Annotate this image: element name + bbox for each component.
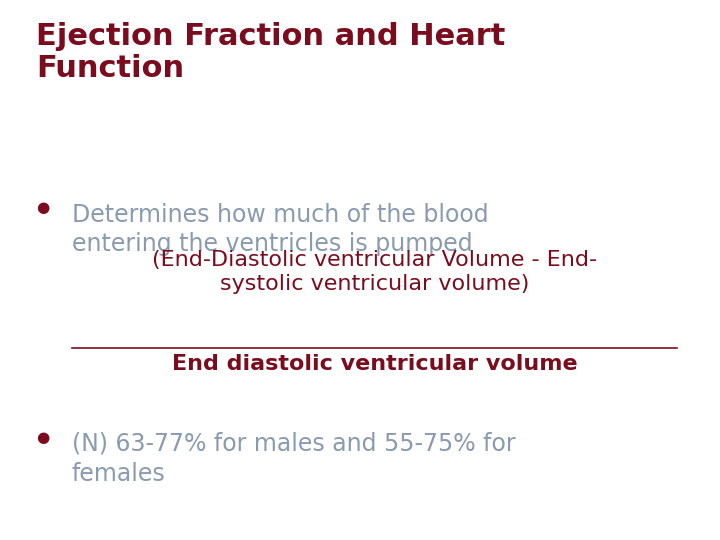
Text: (End-Diastolic ventricular Volume - End-
systolic ventricular volume): (End-Diastolic ventricular Volume - End-… [152,251,597,294]
Text: Ejection Fraction and Heart
Function: Ejection Fraction and Heart Function [36,22,505,83]
Text: ●: ● [36,200,49,215]
Text: ●: ● [36,430,49,445]
Text: End diastolic ventricular volume: End diastolic ventricular volume [171,354,577,374]
Text: (N) 63-77% for males and 55-75% for
females: (N) 63-77% for males and 55-75% for fema… [72,432,516,485]
Text: Determines how much of the blood
entering the ventricles is pumped: Determines how much of the blood enterin… [72,202,489,256]
